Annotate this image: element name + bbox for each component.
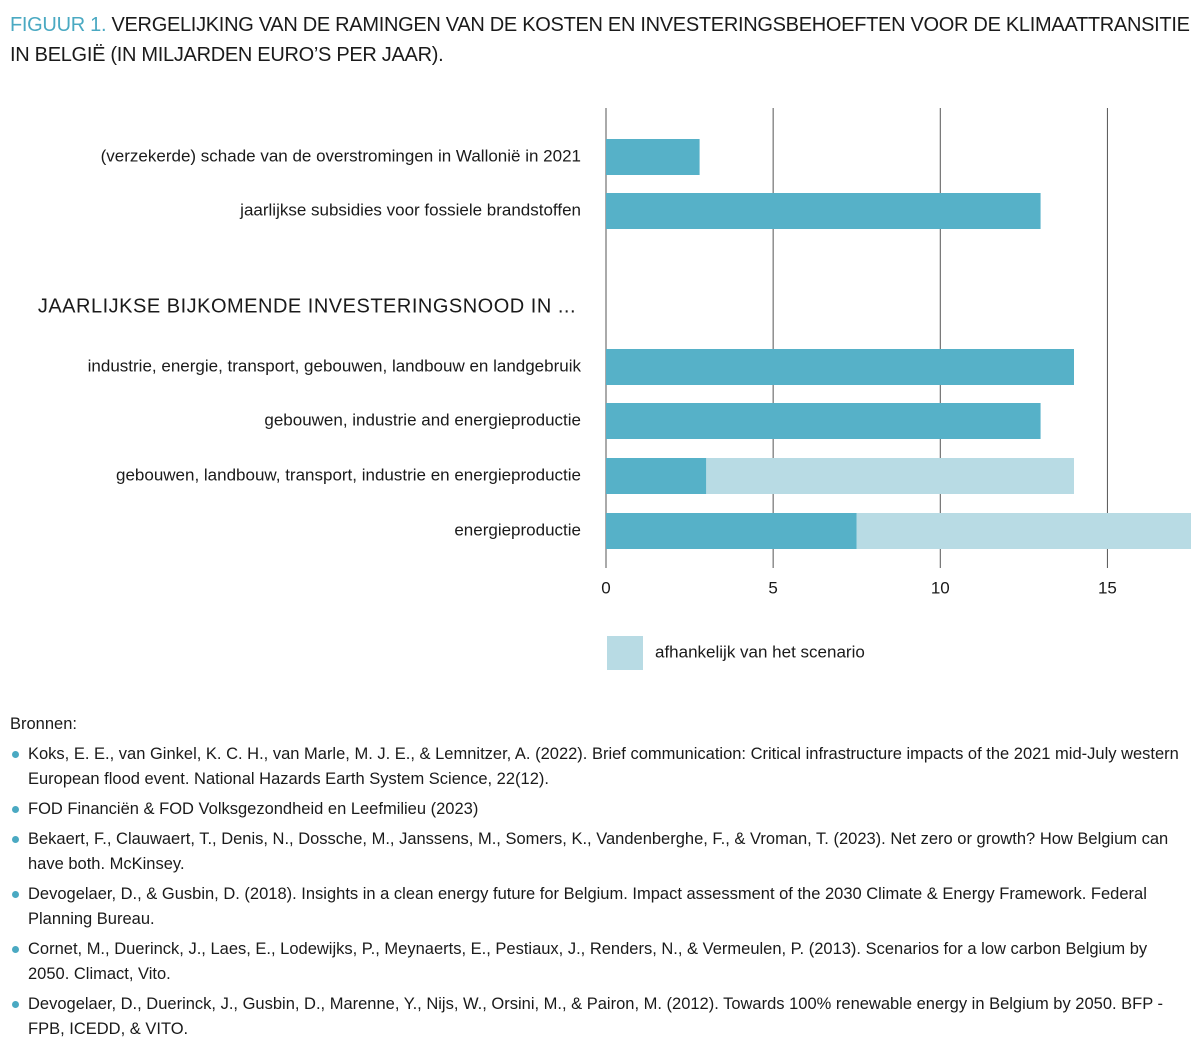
bar [606,458,707,494]
source-item: Cornet, M., Duerinck, J., Laes, E., Lode… [10,937,1190,987]
bar [606,139,700,175]
bar [606,193,1041,229]
bar [856,513,1191,549]
source-item: FOD Financiën & FOD Volksgezondheid en L… [10,797,1190,822]
x-tick-label: 10 [931,578,950,597]
group-label: JAARLIJKSE BIJKOMENDE INVESTERINGSNOOD I… [38,295,576,317]
figure-label: FIGUUR 1. [10,14,107,36]
legend-label: afhankelijk van het scenario [655,642,865,661]
x-tick-label: 0 [601,578,610,597]
legend-swatch [607,636,643,670]
source-item: Koks, E. E., van Ginkel, K. C. H., van M… [10,742,1190,792]
bar [606,513,857,549]
chart-title: VERGELIJKING VAN DE RAMINGEN VAN DE KOST… [10,14,1190,66]
source-item: Bekaert, F., Clauwaert, T., Denis, N., D… [10,827,1190,877]
y-tick-label: energieproductie [454,520,581,539]
y-tick-label: (verzekerde) schade van de overstrominge… [101,146,581,165]
y-tick-label: gebouwen, landbouw, transport, industrie… [116,465,581,484]
title-block: FIGUUR 1. VERGELIJKING VAN DE RAMINGEN V… [10,10,1190,70]
bar [706,458,1074,494]
bar [606,403,1041,439]
x-tick-label: 15 [1098,578,1117,597]
y-tick-label: gebouwen, industrie and energieproductie [264,410,581,429]
source-item: Devogelaer, D., & Gusbin, D. (2018). Ins… [10,882,1190,932]
sources-heading: Bronnen: [10,715,77,733]
bar [606,349,1074,385]
source-item: Devogelaer, D., Duerinck, J., Gusbin, D.… [10,992,1190,1042]
x-tick-label: 5 [768,578,777,597]
chart: 0 5 10 15 JAARLIJKSE BIJKOMENDE INVESTERINGS… [38,108,1191,670]
y-tick-label: industrie, energie, transport, gebouwen,… [88,356,582,375]
sources: Bronnen: Koks, E. E., van Ginkel, K. C. … [10,712,1190,1042]
y-tick-label: jaarlijkse subsidies voor fossiele brand… [239,200,581,219]
